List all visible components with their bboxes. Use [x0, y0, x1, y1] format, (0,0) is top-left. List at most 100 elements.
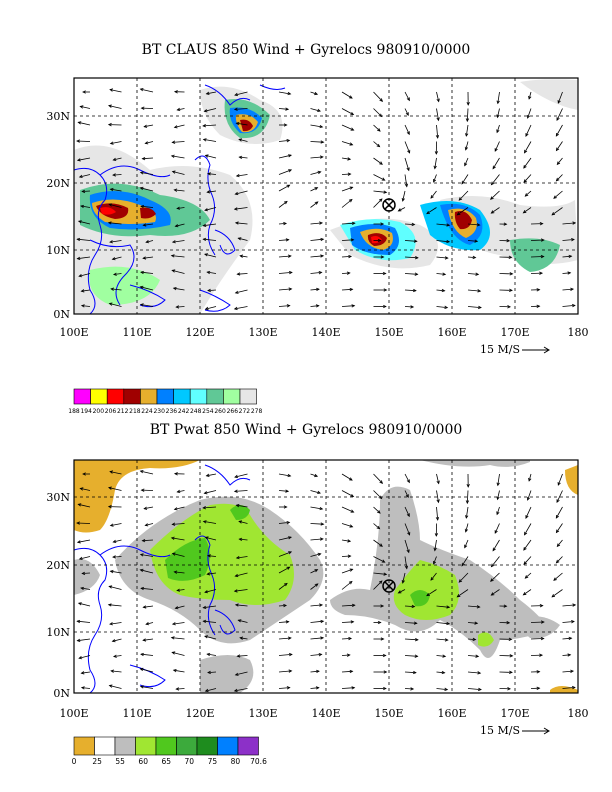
- wind-vector: [341, 288, 353, 291]
- top-map-panel: 0N 10N 20N 30N 100E 110E 120E 130E 140E …: [46, 77, 589, 415]
- top-lat-labels: 0N 10N 20N 30N: [46, 110, 70, 321]
- colorbar-label: 70.6: [250, 757, 267, 766]
- wind-vector-head: [436, 117, 440, 122]
- wind-vector: [373, 198, 383, 208]
- wind-vector: [142, 539, 154, 542]
- wind-vector-head: [318, 653, 323, 657]
- wind-vector: [553, 190, 563, 199]
- wind-vector-head: [496, 114, 500, 119]
- wind-vector-head: [141, 538, 146, 543]
- wind-vector-head: [567, 271, 572, 275]
- wind-vector-head: [412, 670, 417, 675]
- wind-vector-head: [539, 222, 544, 226]
- wind-vector: [236, 504, 248, 508]
- wind-vector: [206, 91, 217, 95]
- wind-vector-head: [406, 549, 410, 554]
- wind-vector-head: [236, 272, 241, 276]
- wind-vector-head: [77, 602, 82, 606]
- wind-vector: [373, 190, 387, 193]
- wind-vector: [341, 256, 352, 258]
- wind-vector-head: [555, 132, 560, 137]
- wind-vector-head: [351, 221, 356, 226]
- wind-vector: [310, 124, 323, 128]
- wind-vector: [278, 255, 291, 258]
- wind-vector-head: [464, 544, 468, 549]
- wind-vector-head: [401, 197, 405, 202]
- wind-vector: [341, 173, 351, 175]
- wind-vector: [528, 91, 532, 100]
- wind-vector: [556, 141, 563, 151]
- wind-vector: [177, 490, 185, 493]
- colorbar-swatch: [156, 388, 174, 405]
- wind-vector-head: [378, 495, 383, 500]
- wind-vector-head: [140, 106, 145, 110]
- wind-vector-head: [176, 489, 181, 494]
- wind-vector: [341, 141, 353, 146]
- top-lon-110: 110E: [122, 326, 151, 339]
- wind-vector: [113, 539, 122, 543]
- wind-vector-head: [536, 288, 541, 292]
- wind-vector: [234, 688, 248, 692]
- wind-vector-head: [477, 671, 482, 675]
- pwat-shading: [74, 460, 578, 693]
- wind-vector: [77, 620, 91, 623]
- wind-vector: [235, 671, 248, 676]
- wind-vector: [79, 174, 91, 178]
- wind-vector: [310, 620, 324, 623]
- wind-vector: [523, 556, 532, 565]
- wind-vector: [404, 622, 417, 624]
- wind-vector-head: [140, 652, 144, 657]
- wind-vector: [373, 473, 383, 484]
- wind-vector-head: [426, 592, 430, 597]
- wind-vector: [310, 201, 319, 208]
- wind-vector: [341, 272, 350, 274]
- wind-vector: [234, 91, 248, 96]
- wind-vector: [175, 223, 185, 227]
- wind-vector: [239, 538, 248, 541]
- wind-vector: [433, 556, 437, 565]
- wind-vector: [467, 622, 478, 624]
- wind-vector-head: [461, 562, 465, 567]
- wind-vector-head: [283, 505, 288, 509]
- wind-vector: [109, 622, 122, 625]
- wind-vector: [144, 124, 154, 128]
- wind-vector-head: [506, 621, 511, 625]
- wind-vector-head: [107, 122, 112, 127]
- wind-vector: [310, 506, 323, 510]
- bottom-lat-30: 30N: [46, 491, 70, 504]
- colorbar-swatch: [73, 388, 91, 405]
- wind-vector: [203, 521, 217, 524]
- wind-vector: [404, 638, 418, 641]
- wind-vector-head: [435, 134, 440, 139]
- wind-vector-head: [81, 189, 86, 194]
- wind-vector: [402, 572, 406, 584]
- wind-vector-head: [288, 169, 293, 173]
- wind-vector-head: [287, 473, 292, 478]
- wind-vector: [77, 539, 91, 543]
- wind-vector-head: [80, 586, 85, 591]
- wind-vector-head: [349, 287, 354, 292]
- wind-vector: [310, 553, 321, 557]
- wind-vector-head: [436, 98, 440, 103]
- wind-vector-head: [206, 172, 211, 176]
- wind-vector-head: [318, 271, 323, 275]
- top-vector-ref-label: 15 M/S: [480, 343, 520, 356]
- colorbar-label: 236: [166, 408, 178, 415]
- wind-vector: [467, 605, 480, 608]
- wind-vector: [527, 490, 532, 501]
- wind-vector-head: [173, 507, 178, 511]
- wind-vector-head: [405, 494, 409, 499]
- wind-vector-head: [142, 256, 147, 260]
- wind-vector: [436, 655, 446, 657]
- wind-vector-head: [107, 221, 112, 225]
- wind-vector-head: [433, 165, 437, 170]
- wind-vector: [278, 140, 290, 142]
- wind-vector-head: [142, 223, 147, 227]
- wind-vector-head: [233, 306, 238, 311]
- wind-vector-head: [238, 155, 243, 160]
- colorbar-label: 0: [72, 757, 77, 766]
- wind-vector-head: [496, 482, 500, 487]
- wind-vector-head: [477, 289, 482, 293]
- bottom-lon-150: 150E: [374, 707, 403, 720]
- wind-vector-head: [314, 473, 319, 478]
